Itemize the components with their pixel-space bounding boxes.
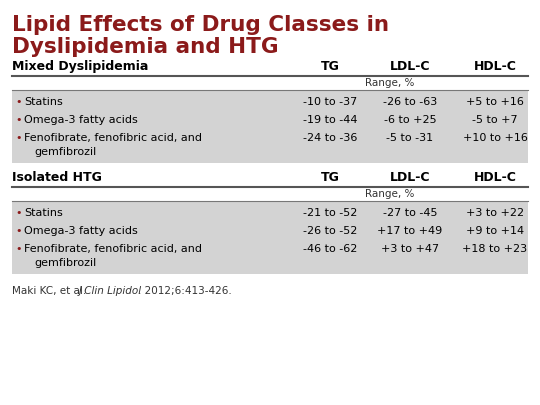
Text: +9 to +14: +9 to +14 <box>466 226 524 236</box>
Text: +18 to +23: +18 to +23 <box>462 244 528 254</box>
Text: +3 to +47: +3 to +47 <box>381 244 439 254</box>
Text: -10 to -37: -10 to -37 <box>303 97 357 107</box>
Text: -5 to +7: -5 to +7 <box>472 115 518 125</box>
Text: Omega-3 fatty acids: Omega-3 fatty acids <box>24 115 138 125</box>
Text: -19 to -44: -19 to -44 <box>303 115 357 125</box>
Text: -5 to -31: -5 to -31 <box>387 133 434 143</box>
Text: . 2012;6:413-426.: . 2012;6:413-426. <box>138 286 232 296</box>
Text: Mixed Dyslipidemia: Mixed Dyslipidemia <box>12 60 148 73</box>
Text: •: • <box>15 226 22 236</box>
Text: Statins: Statins <box>24 97 63 107</box>
Text: -26 to -63: -26 to -63 <box>383 97 437 107</box>
Text: HDL-C: HDL-C <box>474 171 516 184</box>
Text: Dyslipidemia and HTG: Dyslipidemia and HTG <box>12 37 279 57</box>
Text: -27 to -45: -27 to -45 <box>383 208 437 218</box>
Bar <box>12 91 528 163</box>
Text: +17 to +49: +17 to +49 <box>377 226 443 236</box>
Text: -24 to -36: -24 to -36 <box>303 133 357 143</box>
Text: -21 to -52: -21 to -52 <box>303 208 357 218</box>
Text: +5 to +16: +5 to +16 <box>466 97 524 107</box>
Text: Maki KC, et al.: Maki KC, et al. <box>12 286 90 296</box>
Text: Omega-3 fatty acids: Omega-3 fatty acids <box>24 226 138 236</box>
Text: TG: TG <box>321 171 340 184</box>
Text: LDL-C: LDL-C <box>390 60 430 73</box>
Text: Fenofibrate, fenofibric acid, and: Fenofibrate, fenofibric acid, and <box>24 244 202 254</box>
Text: TG: TG <box>321 60 340 73</box>
Text: -26 to -52: -26 to -52 <box>303 226 357 236</box>
Text: •: • <box>15 133 22 143</box>
Text: Range, %: Range, % <box>366 78 415 88</box>
Text: •: • <box>15 115 22 125</box>
Text: •: • <box>15 244 22 254</box>
Text: J Clin Lipidol: J Clin Lipidol <box>79 286 142 296</box>
Text: •: • <box>15 97 22 107</box>
Text: HDL-C: HDL-C <box>474 60 516 73</box>
Text: Isolated HTG: Isolated HTG <box>12 171 102 184</box>
Text: gemfibrozil: gemfibrozil <box>34 258 96 268</box>
Text: LDL-C: LDL-C <box>390 171 430 184</box>
Text: Lipid Effects of Drug Classes in: Lipid Effects of Drug Classes in <box>12 15 389 35</box>
Text: Statins: Statins <box>24 208 63 218</box>
Text: +3 to +22: +3 to +22 <box>466 208 524 218</box>
Text: -6 to +25: -6 to +25 <box>384 115 436 125</box>
Text: Range, %: Range, % <box>366 189 415 199</box>
Bar <box>12 202 528 274</box>
Text: •: • <box>15 208 22 218</box>
Text: gemfibrozil: gemfibrozil <box>34 147 96 157</box>
Text: +10 to +16: +10 to +16 <box>463 133 528 143</box>
Text: Fenofibrate, fenofibric acid, and: Fenofibrate, fenofibric acid, and <box>24 133 202 143</box>
Text: -46 to -62: -46 to -62 <box>303 244 357 254</box>
